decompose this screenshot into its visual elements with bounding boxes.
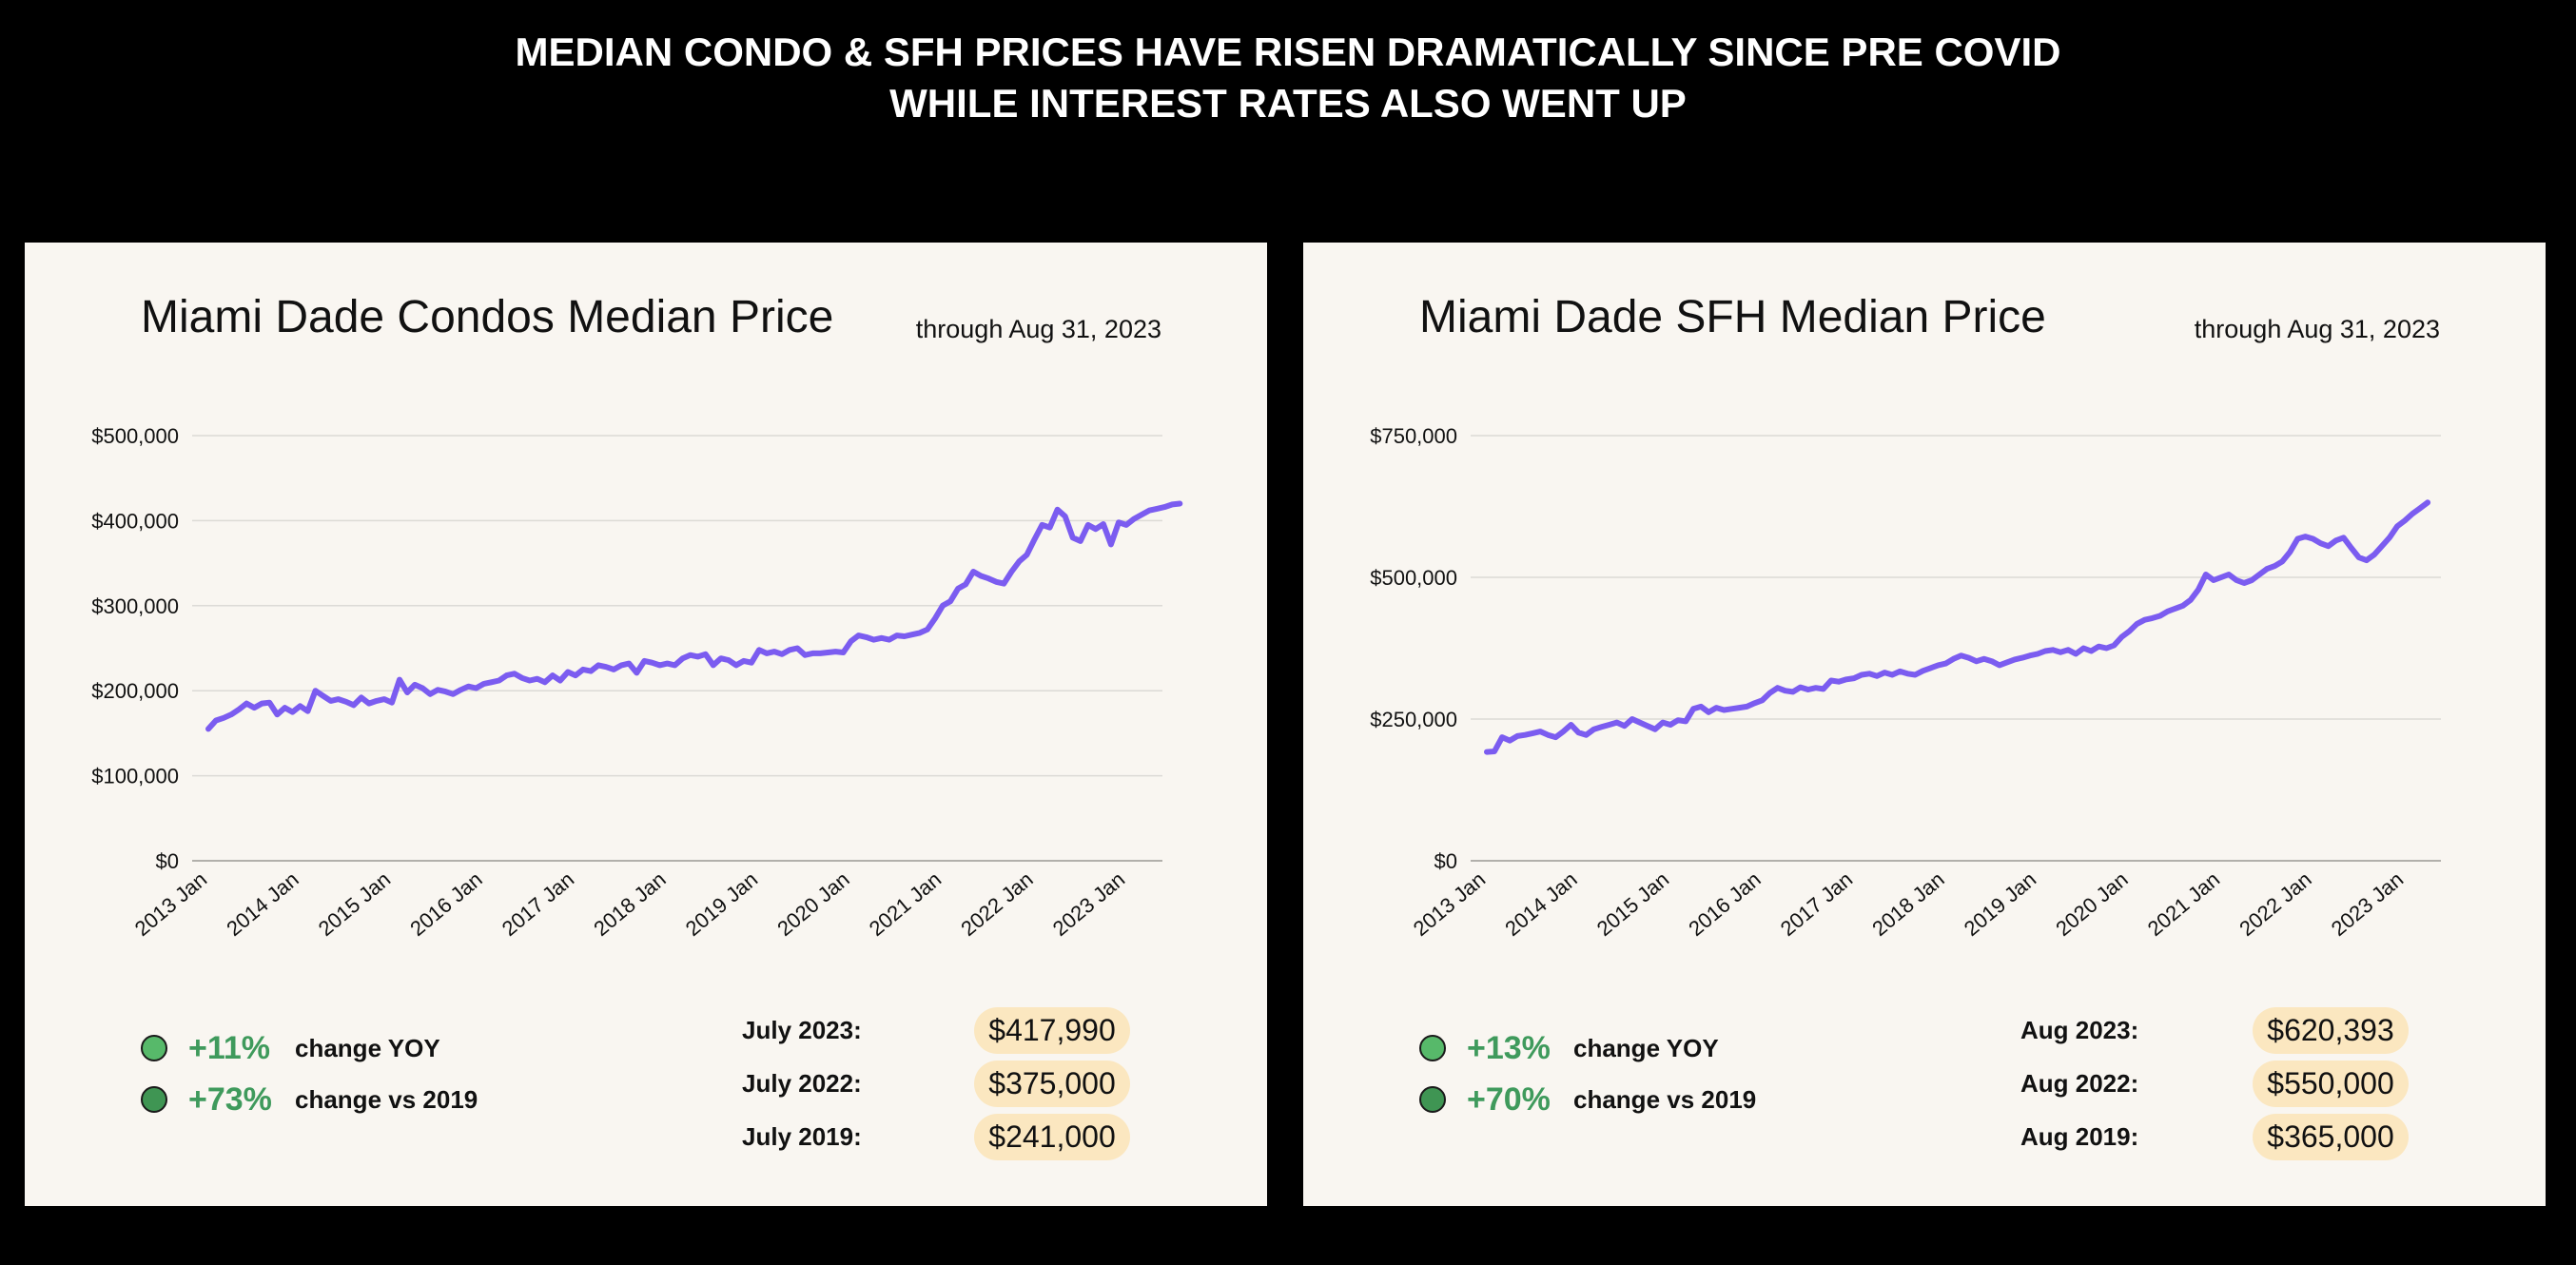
price-value: $365,000 — [2253, 1113, 2409, 1160]
x-tick-label: 2021 Jan — [865, 867, 946, 941]
price-row: July 2019: $241,000 — [742, 1110, 1130, 1163]
price-row: Aug 2019: $365,000 — [2020, 1110, 2409, 1163]
y-tick-label: $0 — [156, 849, 179, 873]
chart-title: Miami Dade SFH Median Price — [1419, 292, 2046, 342]
green-dot-icon — [141, 1086, 167, 1113]
x-tick-label: 2021 Jan — [2143, 867, 2224, 941]
sfh-median-price-line — [1484, 499, 2431, 755]
green-dot-icon — [141, 1035, 167, 1061]
price-row: Aug 2022: $550,000 — [2020, 1057, 2409, 1110]
chart-subtitle: through Aug 31, 2023 — [2195, 315, 2440, 343]
price-row: July 2022: $375,000 — [742, 1057, 1130, 1110]
price-label: Aug 2023: — [2020, 1015, 2139, 1044]
y-tick-label: $250,000 — [1370, 708, 1457, 731]
x-tick-label: 2023 Jan — [2327, 867, 2408, 941]
x-tick-label: 2020 Jan — [772, 867, 853, 941]
headline: MEDIAN CONDO & SFH PRICES HAVE RISEN DRA… — [0, 27, 2576, 129]
sfh-panel: Miami Dade SFH Median Price through Aug … — [1303, 243, 2546, 1206]
price-label: July 2023: — [742, 1015, 862, 1044]
yoy-label: change YOY — [295, 1033, 440, 1062]
x-tick-label: 2016 Jan — [1684, 867, 1765, 941]
yoy-label: change YOY — [1573, 1033, 1719, 1062]
x-tick-label: 2015 Jan — [314, 867, 395, 941]
green-dot-icon — [1419, 1086, 1446, 1113]
yoy-percent: +11% — [188, 1029, 271, 1066]
sfh-price-list: Aug 2023: $620,393 Aug 2022: $550,000 Au… — [2020, 1003, 2409, 1163]
x-tick-label: 2022 Jan — [2234, 867, 2315, 941]
price-value: $241,000 — [974, 1113, 1130, 1160]
yoy-stat: +13% change YOY — [1419, 1022, 1756, 1074]
price-value: $375,000 — [974, 1060, 1130, 1107]
y-tick-label: $300,000 — [91, 594, 179, 618]
x-tick-label: 2017 Jan — [1776, 867, 1857, 941]
chart-title: Miami Dade Condos Median Price — [141, 292, 833, 342]
vs2019-stat: +73% change vs 2019 — [141, 1074, 478, 1125]
y-tick-label: $750,000 — [1370, 424, 1457, 448]
x-tick-label: 2013 Jan — [130, 867, 211, 941]
price-row: July 2023: $417,990 — [742, 1003, 1130, 1057]
vs2019-percent: +73% — [188, 1080, 272, 1118]
yoy-stat: +11% change YOY — [141, 1022, 478, 1074]
x-tick-label: 2022 Jan — [956, 867, 1037, 941]
vs2019-percent: +70% — [1467, 1080, 1551, 1118]
price-label: July 2022: — [742, 1068, 862, 1098]
price-label: Aug 2022: — [2020, 1068, 2139, 1098]
y-tick-label: $100,000 — [91, 765, 179, 788]
price-value: $550,000 — [2253, 1060, 2409, 1107]
x-tick-label: 2023 Jan — [1048, 867, 1129, 941]
sfh-chart: Miami Dade SFH Median Price through Aug … — [1370, 292, 2441, 941]
headline-line-1: MEDIAN CONDO & SFH PRICES HAVE RISEN DRA… — [515, 29, 2061, 74]
condo-panel: Miami Dade Condos Median Price through A… — [25, 243, 1267, 1206]
green-dot-icon — [1419, 1035, 1446, 1061]
y-tick-label: $400,000 — [91, 509, 179, 533]
condo-median-price-line — [205, 500, 1183, 732]
x-tick-label: 2017 Jan — [498, 867, 578, 941]
sfh-change-stats: +13% change YOY +70% change vs 2019 — [1419, 1022, 1756, 1125]
headline-line-2: WHILE INTEREST RATES ALSO WENT UP — [889, 81, 1687, 126]
price-label: Aug 2019: — [2020, 1121, 2139, 1151]
condo-change-stats: +11% change YOY +73% change vs 2019 — [141, 1022, 478, 1125]
y-tick-label: $0 — [1434, 849, 1457, 873]
x-tick-label: 2018 Jan — [1867, 867, 1948, 941]
price-label: July 2019: — [742, 1121, 862, 1151]
price-row: Aug 2023: $620,393 — [2020, 1003, 2409, 1057]
condo-price-list: July 2023: $417,990 July 2022: $375,000 … — [742, 1003, 1130, 1163]
y-tick-label: $500,000 — [91, 424, 179, 448]
vs2019-label: change vs 2019 — [295, 1084, 478, 1114]
price-value: $620,393 — [2253, 1006, 2409, 1054]
x-tick-label: 2014 Jan — [1500, 867, 1581, 941]
vs2019-label: change vs 2019 — [1573, 1084, 1757, 1114]
x-tick-label: 2015 Jan — [1592, 867, 1673, 941]
y-tick-label: $500,000 — [1370, 566, 1457, 590]
x-tick-label: 2014 Jan — [222, 867, 302, 941]
vs2019-stat: +70% change vs 2019 — [1419, 1074, 1756, 1125]
x-tick-label: 2019 Jan — [681, 867, 762, 941]
x-tick-label: 2019 Jan — [1960, 867, 2040, 941]
x-tick-label: 2018 Jan — [589, 867, 670, 941]
x-tick-label: 2013 Jan — [1409, 867, 1490, 941]
price-value: $417,990 — [974, 1006, 1130, 1054]
x-tick-label: 2016 Jan — [405, 867, 486, 941]
yoy-percent: +13% — [1467, 1029, 1551, 1066]
y-tick-label: $200,000 — [91, 679, 179, 703]
condo-chart: Miami Dade Condos Median Price through A… — [91, 292, 1183, 941]
x-tick-label: 2020 Jan — [2051, 867, 2132, 941]
chart-subtitle: through Aug 31, 2023 — [916, 315, 1161, 343]
